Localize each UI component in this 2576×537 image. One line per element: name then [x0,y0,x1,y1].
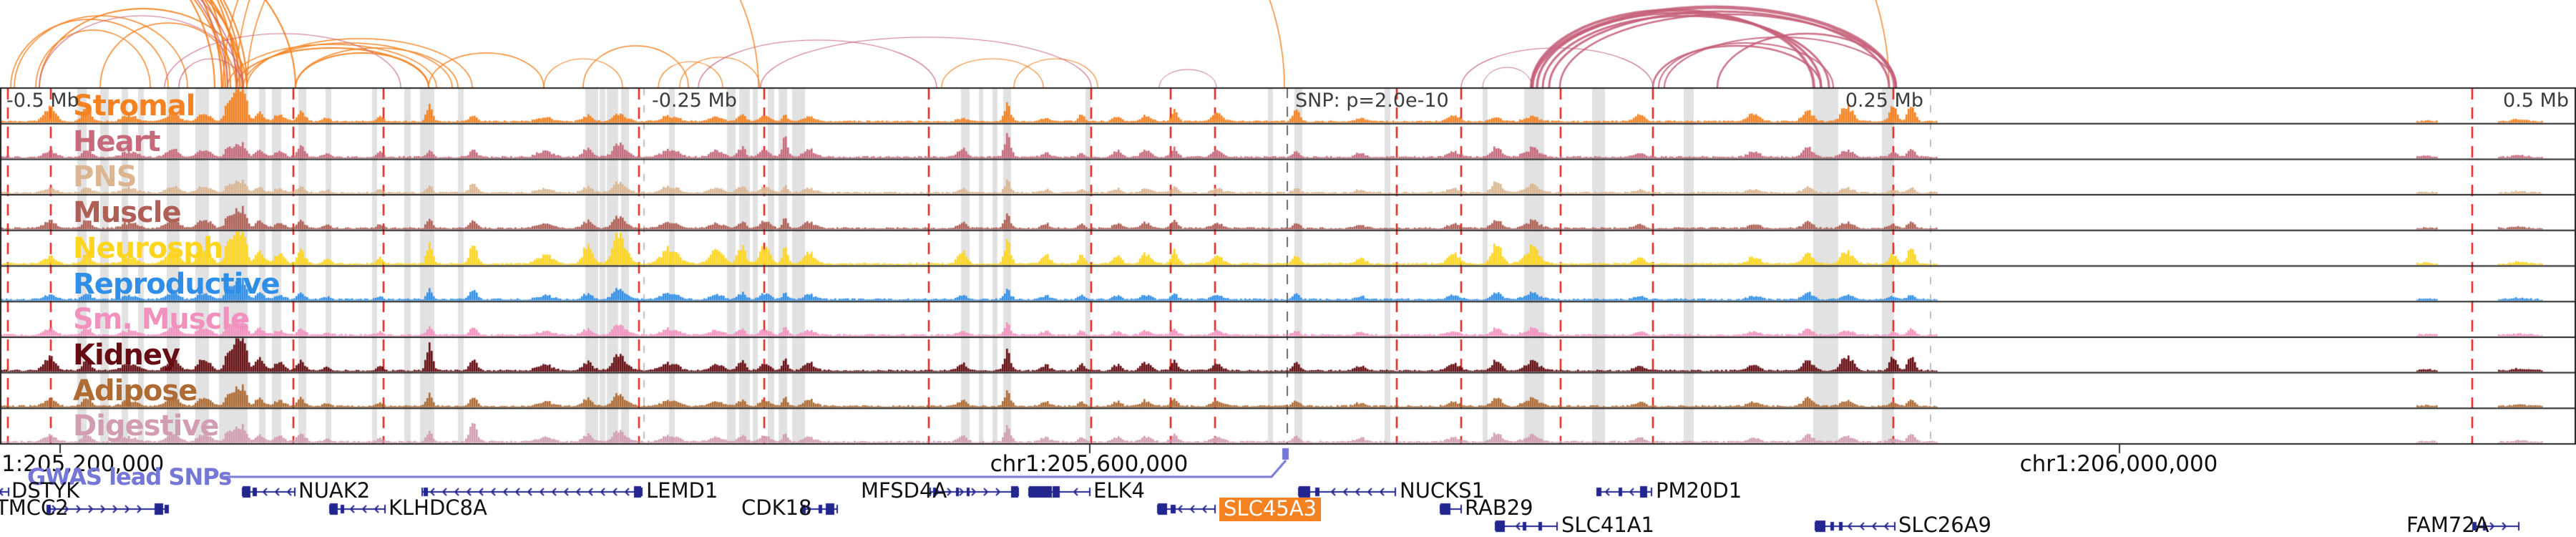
scale-label-minus-05mb: -0.5 Mb [6,90,79,112]
gene-label-mfsd4a: MFSD4A [861,478,947,503]
track-label-reproductive: Reproductive [73,267,280,301]
scale-label-plus-05mb: 0.5 Mb [2503,90,2569,112]
gene-label-nuak2: NUAK2 [298,478,371,503]
track-label-adipose: Adipose [73,374,197,407]
gene-label-slc45a3: SLC45A3 [1219,498,1322,521]
gene-label-elk4: ELK4 [1093,478,1145,503]
gwas-lead-snps-label: GWAS lead SNPs [27,463,232,490]
gene-label-nucks1: NUCKS1 [1400,478,1485,503]
gene-label-pm20d1: PM20D1 [1656,478,1742,503]
track-label-neurosph: Neurosph [73,231,223,265]
gene-label-fam72a: FAM72A [2406,513,2489,537]
track-label-sm-muscle: Sm. Muscle [73,303,250,337]
track-label-pns: PNS [73,160,137,194]
track-label-digestive: Digestive [73,410,220,443]
gene-label-cdk18: CDK18 [741,495,812,520]
gene-label-rab29: RAB29 [1465,495,1533,520]
gene-label-tmcc2: TMCC2 [0,495,69,520]
gene-label-dstyk: DSTYK [11,478,80,503]
ruler-label-205200000: 1:205,200,000 [1,451,165,477]
ruler-label-205600000: chr1:205,600,000 [990,451,1189,477]
scale-label-minus-025mb: -0.25 Mb [652,90,737,112]
scale-label-plus-025mb: 0.25 Mb [1845,90,1923,112]
track-label-kidney: Kidney [73,338,180,372]
gene-label-lemd1: LEMD1 [646,478,718,503]
snp-pvalue-label: SNP: p=2.0e-10 [1295,90,1449,112]
gene-label-slc41a1: SLC41A1 [1561,513,1655,537]
track-label-stromal: Stromal [73,90,196,122]
gene-label-slc26a9: SLC26A9 [1898,513,1992,537]
gene-label-klhdc8a: KLHDC8A [389,495,487,520]
track-label-muscle: Muscle [73,196,182,230]
ruler-label-206000000: chr1:206,000,000 [2019,451,2218,477]
track-label-heart: Heart [73,125,160,158]
